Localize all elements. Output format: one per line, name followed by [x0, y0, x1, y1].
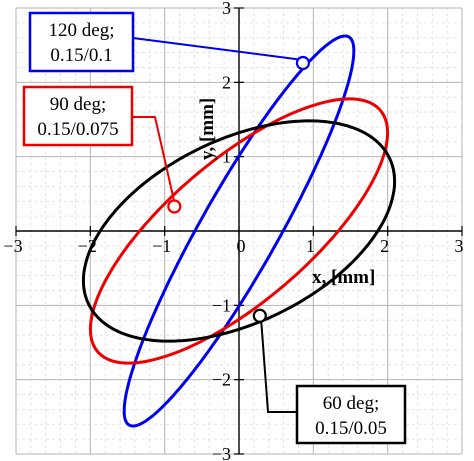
series-0-leader-line	[132, 37, 304, 61]
series-0-curve	[122, 34, 356, 428]
series-2-annotation-text: 60 deg;	[323, 393, 379, 414]
series-0-annotation-box	[28, 11, 135, 73]
series-1-annotation-box	[22, 85, 134, 147]
x-tick-label: 1	[306, 236, 315, 256]
y-tick-label: −2	[212, 370, 231, 390]
y-tick-label: 3	[222, 0, 231, 18]
series-2-annotation-box	[295, 384, 407, 445]
series-layer	[81, 34, 397, 428]
series-1-marker	[167, 199, 182, 214]
annotation-layer: 120 deg; 0.15/0.1 90 deg; 0.15/0.075 60 deg;…	[22, 11, 407, 445]
series-0-annotation-text: 120 deg;	[49, 20, 115, 41]
series-0-marker	[295, 55, 311, 71]
axes-layer: −3 −2 −1 0 1 2 3 −3 −2 −1 1 2 3	[3, 0, 463, 461]
series-1-annotation-text: 90 deg;	[50, 94, 106, 115]
series-2-curve	[81, 119, 397, 343]
y-tick-label: 2	[222, 72, 231, 92]
x-tick-label: −1	[152, 236, 171, 256]
y-tick-label: −3	[212, 444, 231, 461]
x-tick-label: −3	[3, 236, 22, 256]
series-2-leader-line	[260, 317, 297, 413]
y-tick-label: −1	[212, 295, 231, 315]
series-1-annotation-text: 0.15/0.075	[37, 119, 118, 140]
x-tick-label: 2	[380, 236, 389, 256]
series-2-marker	[252, 308, 267, 323]
x-tick-label: −2	[78, 236, 97, 256]
series-1-leader-line	[132, 116, 176, 206]
y-axis-title: y, [mm]	[197, 98, 218, 160]
series-0-annotation-text: 0.15/0.1	[50, 45, 112, 66]
series-2-annotation-text: 0.15/0.05	[315, 418, 387, 439]
x-tick-label: 0	[237, 236, 246, 256]
x-axis-title: x, [mm]	[312, 267, 375, 288]
y-tick-label: 1	[222, 147, 231, 167]
x-tick-label: 3	[455, 236, 464, 256]
